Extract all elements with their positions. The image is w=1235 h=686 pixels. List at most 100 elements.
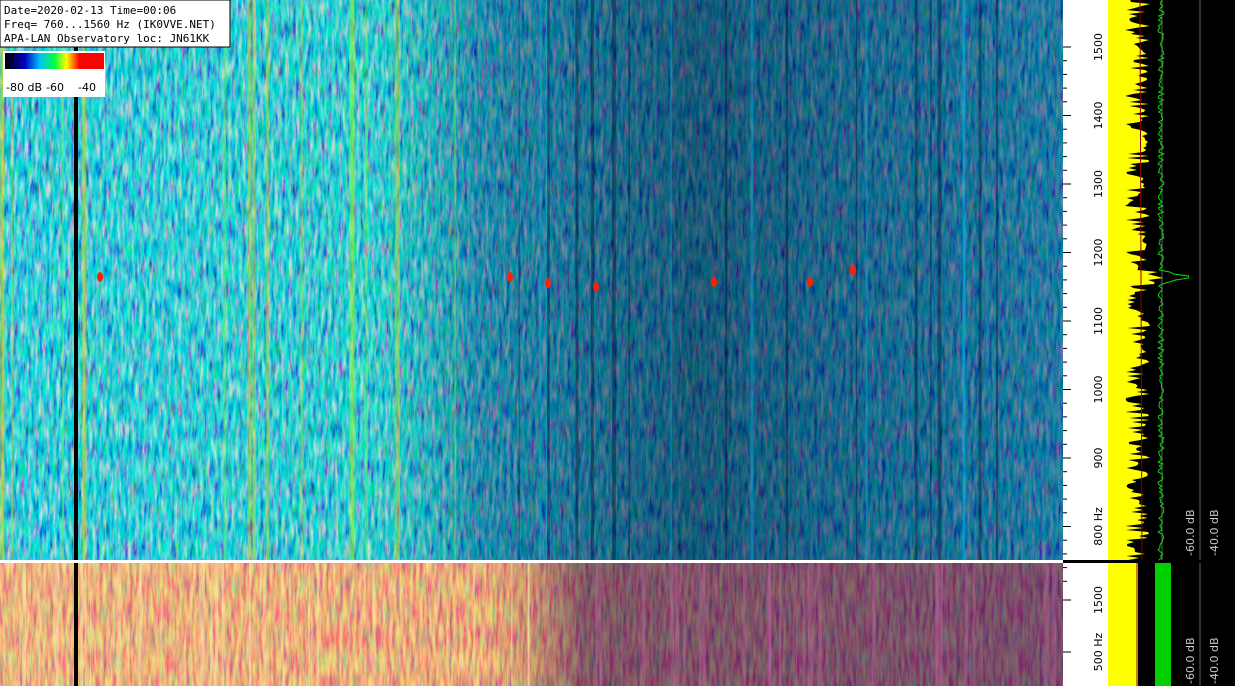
streak <box>628 0 630 560</box>
streak <box>612 0 616 560</box>
tick-label: 1400 <box>1092 102 1105 130</box>
streak <box>785 0 789 560</box>
streak <box>670 563 674 686</box>
streak <box>223 0 227 560</box>
streak <box>539 0 542 560</box>
streak <box>702 563 705 686</box>
streak <box>914 0 918 560</box>
streak <box>116 563 121 686</box>
upper-axis: 1500 1400 1300 1200 1100 1000 900 800 Hz <box>1063 33 1105 582</box>
header-line: APA-LAN Observatory loc: JN61KK <box>4 32 210 45</box>
streak <box>778 563 781 686</box>
streak <box>85 563 87 686</box>
streak <box>221 563 225 686</box>
tick-label: 1300 <box>1092 170 1105 198</box>
tick-label: 1100 <box>1092 307 1105 335</box>
streak <box>962 0 966 560</box>
streak <box>865 0 868 560</box>
streak <box>62 0 64 560</box>
waterfall-shade <box>0 0 1063 560</box>
streak <box>675 563 679 686</box>
signal-blip <box>807 277 813 287</box>
streak <box>79 563 84 686</box>
signal-blip <box>850 265 856 275</box>
streak <box>590 0 595 560</box>
streak <box>935 563 938 686</box>
tick-label: 1000 <box>1092 376 1105 404</box>
streak <box>795 563 798 686</box>
streak <box>978 0 982 560</box>
streak <box>11 0 13 560</box>
waterfall-shade <box>0 563 1063 686</box>
streak <box>0 0 4 560</box>
streak <box>364 0 368 560</box>
streak <box>82 0 85 560</box>
header-line: Freq= 760...1560 Hz (IK0VVE.NET) <box>4 18 216 31</box>
streak <box>394 0 397 560</box>
spectrum-label: -40.0 dB <box>1208 638 1221 685</box>
streak <box>750 0 754 560</box>
colorbar-label: -80 dB <box>6 81 42 94</box>
streak <box>308 563 311 686</box>
streak <box>203 563 205 686</box>
streak <box>510 563 513 686</box>
tick-label: 1200 <box>1092 239 1105 267</box>
streak <box>210 563 213 686</box>
header-box <box>0 0 231 48</box>
lower-axis-strip <box>1063 563 1108 686</box>
streak <box>742 563 746 686</box>
streak <box>699 563 702 686</box>
streak <box>372 563 376 686</box>
streak <box>266 0 269 560</box>
streak <box>89 563 91 686</box>
streak <box>936 563 940 686</box>
streak <box>252 0 256 560</box>
streak <box>670 0 672 560</box>
spectrum-band <box>1155 563 1171 686</box>
streak <box>199 563 204 686</box>
streak <box>855 0 858 560</box>
streak <box>349 0 353 560</box>
streak <box>595 563 598 686</box>
spectrum-fill <box>1108 0 1164 560</box>
streak <box>1016 563 1018 686</box>
streak <box>817 563 822 686</box>
signal-blip <box>97 272 103 282</box>
streak <box>473 563 475 686</box>
streak <box>350 0 353 560</box>
streak <box>300 0 303 560</box>
streak <box>641 563 646 686</box>
signal-blip <box>545 278 551 288</box>
streak <box>454 0 457 560</box>
streak <box>724 0 728 560</box>
signal-blip <box>507 272 513 282</box>
streak <box>82 0 87 560</box>
colorbar <box>5 53 104 69</box>
separator <box>0 560 1063 563</box>
streak <box>247 0 251 560</box>
streak <box>22 563 26 686</box>
lower-waterfall <box>0 563 1063 686</box>
dark-streak <box>74 563 78 686</box>
spectrum-label: -60.0 dB <box>1184 510 1197 557</box>
streak <box>396 0 401 560</box>
streak <box>575 0 579 560</box>
signal-blip <box>711 277 717 287</box>
streak <box>55 563 59 686</box>
header-line: Date=2020-02-13 Time=00:06 <box>4 4 176 17</box>
colorbar-label: -60 <box>46 81 64 94</box>
signal-blip <box>593 282 599 292</box>
lower-spectrum: -60.0 dB -40.0 dB <box>1108 563 1221 686</box>
tick-label: 1500 <box>1092 33 1105 61</box>
streak <box>282 563 284 686</box>
streak <box>138 563 142 686</box>
tick-label: 500 Hz <box>1092 633 1105 672</box>
colorbar-label: -40 <box>78 81 96 94</box>
streak <box>39 563 41 686</box>
tick-label: 800 Hz <box>1092 507 1105 546</box>
dark-streak <box>74 0 78 560</box>
streak <box>528 563 530 686</box>
spectrum-label: -60.0 dB <box>1184 638 1197 685</box>
streak <box>940 563 943 686</box>
